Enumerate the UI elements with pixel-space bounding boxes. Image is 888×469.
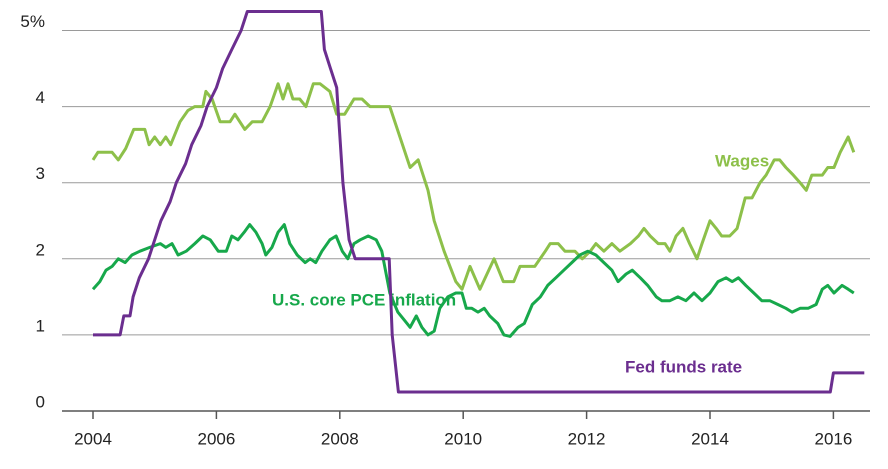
x-tick-label: 2012 <box>568 429 606 448</box>
y-tick-label: 4 <box>36 88 45 107</box>
y-tick-label: 5% <box>20 12 45 31</box>
series-line <box>91 223 855 338</box>
series-label: Fed funds rate <box>625 357 742 376</box>
x-tick-label: 2008 <box>321 429 359 448</box>
x-tick-label: 2010 <box>444 429 482 448</box>
series-label: U.S. core PCE inflation <box>272 290 456 309</box>
x-tick-label: 2016 <box>814 429 852 448</box>
x-tick-label: 2004 <box>74 429 112 448</box>
y-tick-label: 0 <box>36 392 45 411</box>
series-line <box>93 10 865 394</box>
y-tick-label: 1 <box>36 316 45 335</box>
y-tick-label: 3 <box>36 164 45 183</box>
y-tick-label: 2 <box>36 240 45 259</box>
x-tick-label: 2006 <box>197 429 235 448</box>
x-tick-label: 2014 <box>691 429 729 448</box>
series-label: Wages <box>715 151 769 170</box>
series-line <box>91 82 856 291</box>
